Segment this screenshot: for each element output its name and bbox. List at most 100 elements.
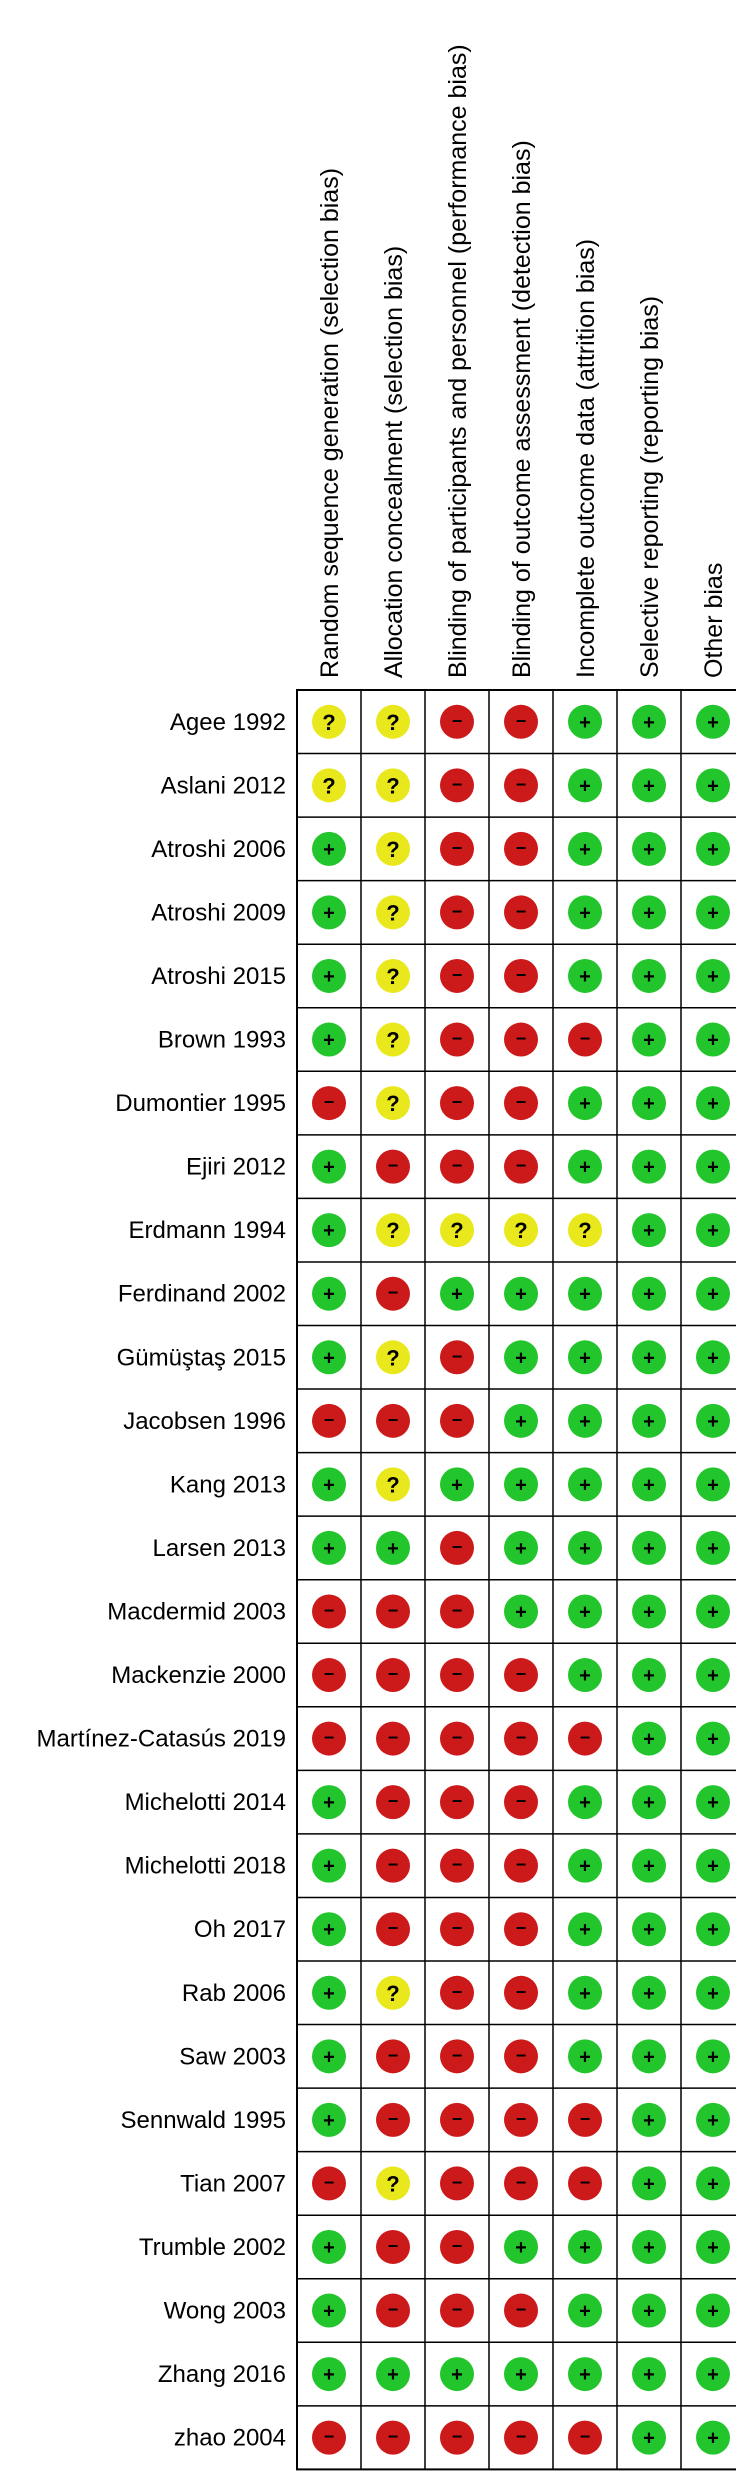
rating-circle — [696, 1975, 730, 2010]
rating-high-r6-c3: − — [504, 1086, 538, 1121]
rating-circle — [440, 1721, 474, 1756]
rating-low-r8-c5: + — [632, 1213, 666, 1248]
rating-symbol: + — [707, 2046, 719, 2068]
rating-circle — [504, 2357, 538, 2392]
rating-low-r17-c6: + — [696, 1785, 730, 1820]
rating-symbol: − — [324, 1410, 335, 1430]
rating-high-r25-c1: − — [376, 2293, 410, 2328]
rating-circle — [504, 1149, 538, 1184]
study-label-21: Saw 2003 — [179, 2043, 286, 2070]
rating-low-r20-c6: + — [696, 1975, 730, 2010]
rating-unclear-r20-c1: ? — [376, 1975, 410, 2010]
rating-symbol: + — [643, 1919, 655, 1941]
rating-symbol: + — [323, 2301, 335, 2323]
rating-circle — [632, 958, 666, 993]
rating-symbol: − — [324, 1600, 335, 1620]
rating-low-r13-c1: + — [376, 1530, 410, 1565]
rating-low-r9-c2: + — [440, 1276, 474, 1311]
rating-high-r18-c3: − — [504, 1848, 538, 1883]
rating-circle — [504, 1213, 538, 1248]
rating-symbol: + — [707, 2110, 719, 2132]
rating-low-r24-c3: + — [504, 2229, 538, 2264]
rating-symbol: − — [388, 1855, 399, 1875]
rating-symbol: + — [451, 1474, 463, 1496]
rating-high-r24-c1: − — [376, 2229, 410, 2264]
column-header-6: Other bias — [700, 563, 728, 678]
rating-circle — [632, 1848, 666, 1883]
column-header-3: Blinding of outcome assessment (detectio… — [508, 140, 536, 678]
rating-circle — [312, 2102, 346, 2137]
rating-symbol: ? — [386, 1218, 399, 1243]
rating-symbol: − — [452, 2236, 463, 2256]
rating-symbol: + — [707, 2173, 719, 2195]
rating-symbol: − — [452, 1918, 463, 1938]
rating-symbol: − — [388, 1918, 399, 1938]
rating-low-r25-c6: + — [696, 2293, 730, 2328]
rating-symbol: ? — [386, 773, 399, 798]
rating-circle — [568, 1022, 602, 1057]
rating-circle — [312, 704, 346, 739]
rating-circle — [504, 2229, 538, 2264]
rating-circle — [696, 2420, 730, 2455]
rating-high-r6-c0: − — [312, 1086, 346, 1121]
rating-low-r12-c4: + — [568, 1467, 602, 1502]
rating-circle — [376, 1658, 410, 1693]
rating-low-r26-c4: + — [568, 2357, 602, 2392]
rating-symbol: + — [323, 839, 335, 861]
rating-symbol: − — [516, 901, 527, 921]
study-label-22: Sennwald 1995 — [121, 2107, 286, 2134]
rating-symbol: + — [707, 839, 719, 861]
rating-circle — [312, 768, 346, 803]
rating-circle — [440, 1213, 474, 1248]
rating-symbol: + — [643, 1411, 655, 1433]
rating-low-r7-c6: + — [696, 1149, 730, 1184]
rating-low-r18-c6: + — [696, 1848, 730, 1883]
rating-low-r17-c4: + — [568, 1785, 602, 1820]
rating-low-r17-c0: + — [312, 1785, 346, 1820]
rating-circle — [632, 1912, 666, 1947]
rating-symbol: ? — [386, 1981, 399, 2006]
rating-circle — [632, 1721, 666, 1756]
rating-circle — [312, 1149, 346, 1184]
rating-high-r16-c4: − — [568, 1721, 602, 1756]
rating-low-r1-c6: + — [696, 768, 730, 803]
rating-circle — [440, 1403, 474, 1438]
rating-high-r23-c4: − — [568, 2166, 602, 2201]
rating-symbol: + — [643, 902, 655, 924]
rating-unclear-r5-c1: ? — [376, 1022, 410, 1057]
rating-high-r11-c0: − — [312, 1403, 346, 1438]
rating-symbol: + — [579, 1856, 591, 1878]
rating-circle — [696, 1658, 730, 1693]
rating-symbol: + — [515, 1347, 527, 1369]
rating-symbol: − — [452, 901, 463, 921]
rating-unclear-r1-c0: ? — [312, 768, 346, 803]
rating-symbol: + — [323, 1157, 335, 1179]
rating-low-r0-c5: + — [632, 704, 666, 739]
rating-symbol: + — [643, 712, 655, 734]
rating-symbol: − — [324, 1092, 335, 1112]
rating-symbol: ? — [322, 773, 335, 798]
rating-symbol: + — [579, 1601, 591, 1623]
rating-circle — [440, 2357, 474, 2392]
rating-circle — [568, 1086, 602, 1121]
rating-low-r13-c6: + — [696, 1530, 730, 1565]
rating-symbol: − — [452, 1410, 463, 1430]
rating-symbol: + — [579, 1411, 591, 1433]
rating-unclear-r10-c1: ? — [376, 1340, 410, 1375]
rating-low-r20-c5: + — [632, 1975, 666, 2010]
rating-circle — [504, 1594, 538, 1629]
rating-high-r27-c3: − — [504, 2420, 538, 2455]
rating-symbol: − — [388, 2236, 399, 2256]
rating-circle — [376, 1213, 410, 1248]
rating-symbol: − — [388, 1600, 399, 1620]
rating-symbol: + — [643, 2237, 655, 2259]
rating-circle — [440, 1530, 474, 1565]
rating-symbol: + — [579, 2237, 591, 2259]
rating-low-r16-c6: + — [696, 1721, 730, 1756]
rating-circle — [376, 1276, 410, 1311]
rating-low-r5-c6: + — [696, 1022, 730, 1057]
rating-low-r14-c4: + — [568, 1594, 602, 1629]
rating-low-r1-c5: + — [632, 768, 666, 803]
rating-low-r26-c1: + — [376, 2357, 410, 2392]
rating-high-r2-c2: − — [440, 831, 474, 866]
